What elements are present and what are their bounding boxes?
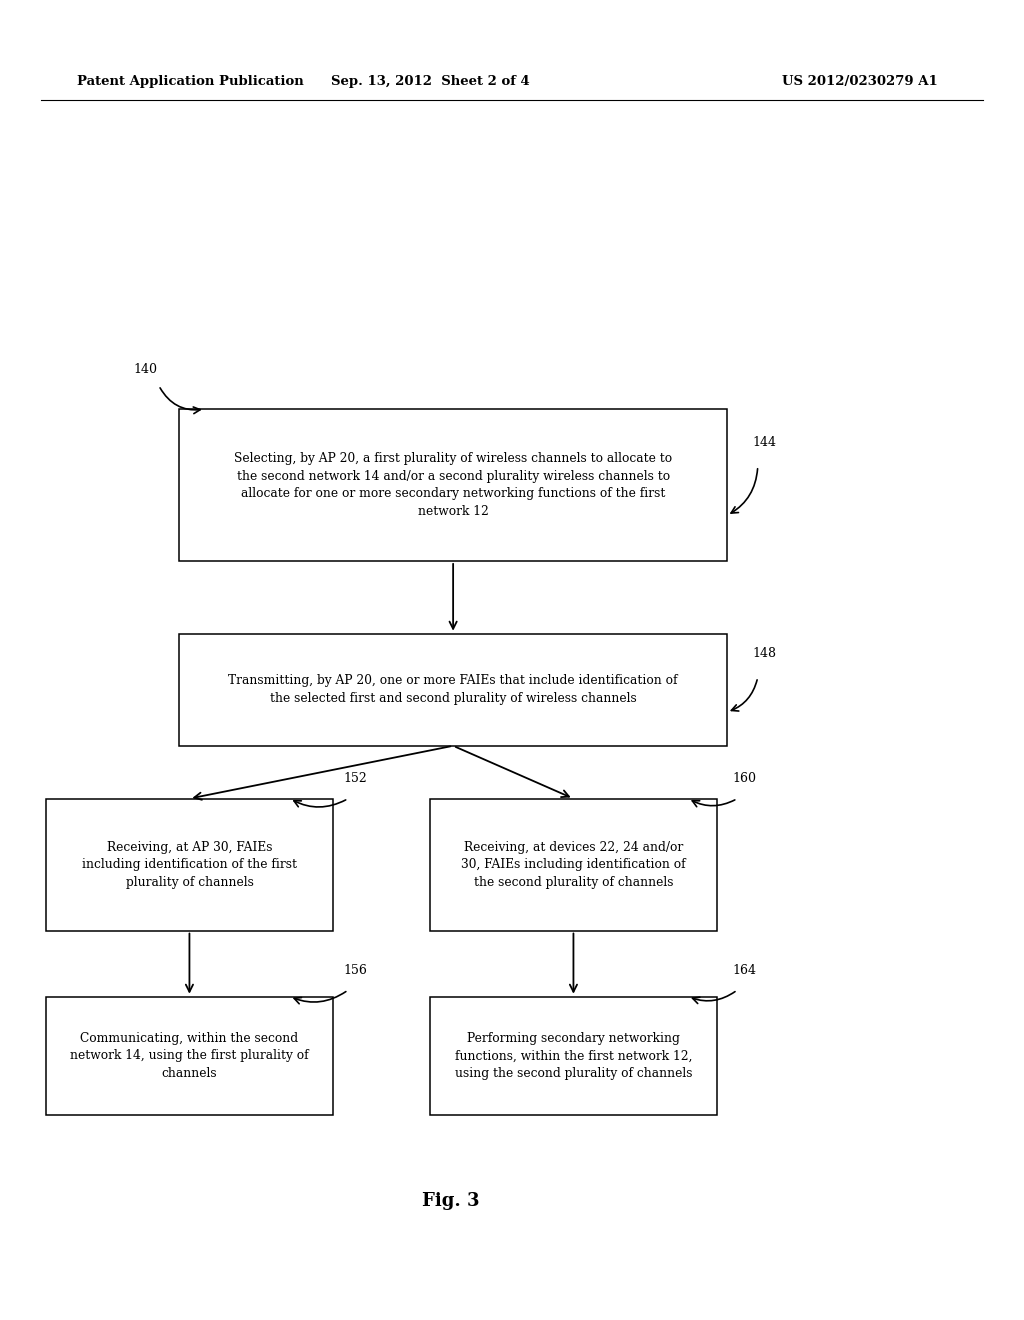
Bar xyxy=(179,409,727,561)
Text: 144: 144 xyxy=(753,436,776,449)
Bar xyxy=(430,997,717,1115)
Text: 160: 160 xyxy=(732,772,756,785)
Text: 164: 164 xyxy=(732,964,756,977)
Text: Fig. 3: Fig. 3 xyxy=(422,1192,479,1210)
Bar xyxy=(430,799,717,931)
Text: Receiving, at AP 30, FAIEs
including identification of the first
plurality of ch: Receiving, at AP 30, FAIEs including ide… xyxy=(82,841,297,888)
Bar xyxy=(46,799,333,931)
Text: 140: 140 xyxy=(133,363,157,376)
Text: Sep. 13, 2012  Sheet 2 of 4: Sep. 13, 2012 Sheet 2 of 4 xyxy=(331,75,529,88)
Text: Communicating, within the second
network 14, using the first plurality of
channe: Communicating, within the second network… xyxy=(70,1032,309,1080)
Text: 156: 156 xyxy=(343,964,367,977)
Text: Performing secondary networking
functions, within the first network 12,
using th: Performing secondary networking function… xyxy=(455,1032,692,1080)
Text: US 2012/0230279 A1: US 2012/0230279 A1 xyxy=(782,75,938,88)
Bar xyxy=(179,634,727,746)
Text: Patent Application Publication: Patent Application Publication xyxy=(77,75,303,88)
Text: 148: 148 xyxy=(753,647,776,660)
Bar xyxy=(46,997,333,1115)
Text: Transmitting, by AP 20, one or more FAIEs that include identification of
the sel: Transmitting, by AP 20, one or more FAIE… xyxy=(228,675,678,705)
Text: Selecting, by AP 20, a first plurality of wireless channels to allocate to
the s: Selecting, by AP 20, a first plurality o… xyxy=(234,453,672,517)
Text: 152: 152 xyxy=(343,772,367,785)
Text: Receiving, at devices 22, 24 and/or
30, FAIEs including identification of
the se: Receiving, at devices 22, 24 and/or 30, … xyxy=(461,841,686,888)
